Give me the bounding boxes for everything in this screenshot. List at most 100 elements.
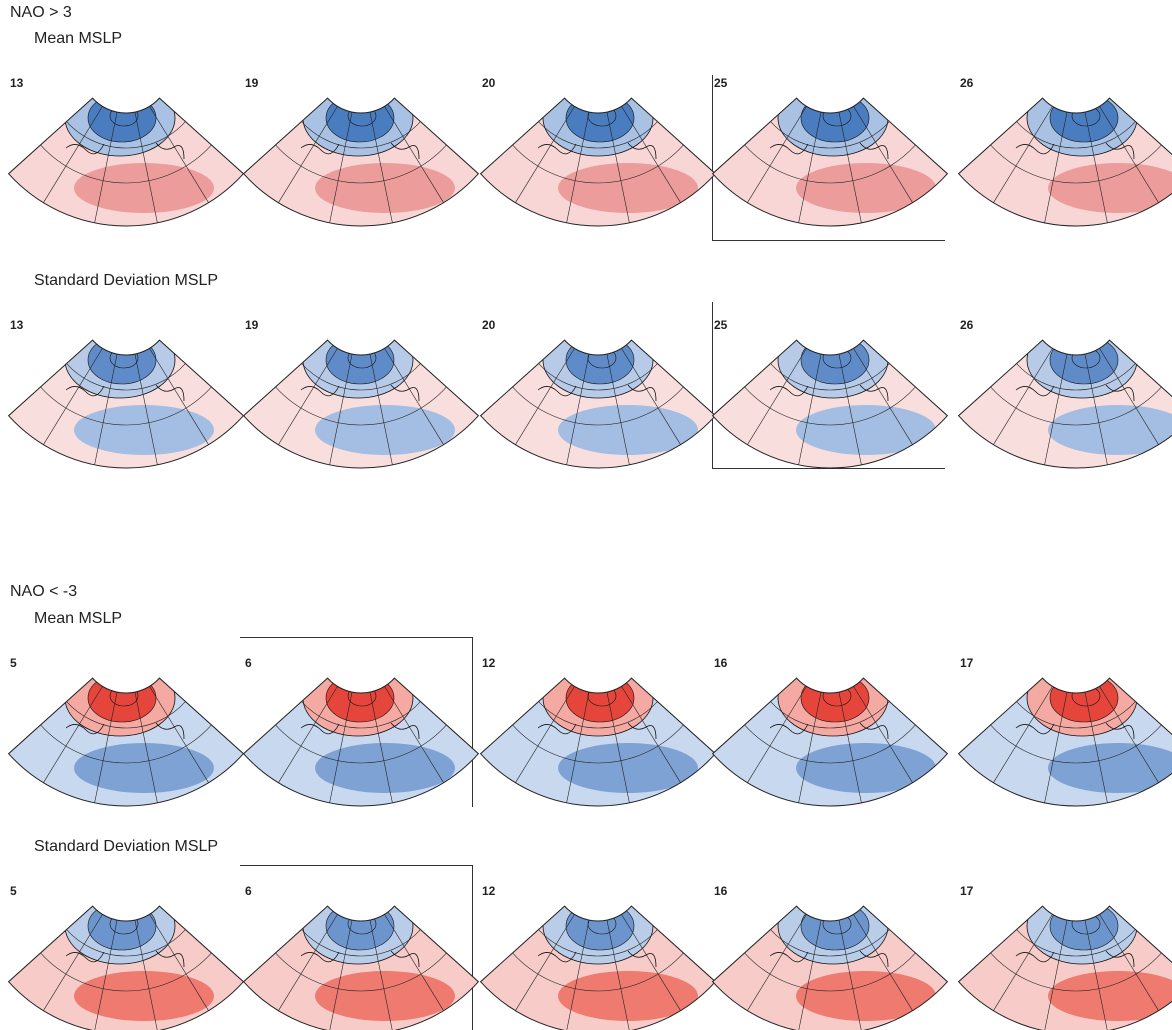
map-panel: 19	[245, 318, 485, 478]
anomaly	[88, 902, 156, 950]
row-title: Mean MSLP	[34, 610, 122, 628]
highlight-line	[240, 637, 473, 638]
anomaly	[566, 674, 634, 722]
map-panel: 6	[245, 656, 485, 816]
map	[241, 896, 481, 1030]
map-field	[713, 330, 948, 468]
map	[6, 330, 246, 475]
figure: NAO > 3Mean MSLP1319202526Standard Devia…	[0, 0, 1172, 1030]
map-panel: 13	[10, 76, 250, 236]
map-field	[959, 88, 1172, 226]
map-panel: 12	[482, 884, 722, 1030]
map	[241, 88, 481, 233]
map-field	[9, 896, 244, 1030]
map-field	[959, 330, 1172, 468]
map	[478, 330, 718, 475]
map-panel: 26	[960, 76, 1172, 236]
map-panel: 19	[245, 76, 485, 236]
map-field	[959, 896, 1172, 1030]
map	[6, 668, 246, 813]
map-panel: 26	[960, 318, 1172, 478]
map-field	[481, 668, 716, 806]
map-field	[481, 88, 716, 226]
map-field	[481, 896, 716, 1030]
map-field	[244, 88, 479, 226]
anomaly	[74, 405, 214, 455]
map	[956, 88, 1172, 233]
anomaly	[326, 94, 394, 142]
map-field	[9, 88, 244, 226]
map-panel: 25	[714, 318, 954, 478]
anomaly	[558, 405, 698, 455]
map	[710, 668, 950, 813]
map-panel: 5	[10, 656, 250, 816]
anomaly	[801, 902, 869, 950]
map	[478, 896, 718, 1030]
map	[478, 668, 718, 813]
map-panel: 16	[714, 656, 954, 816]
anomaly	[566, 336, 634, 384]
anomaly	[558, 971, 698, 1021]
map	[478, 88, 718, 233]
row-title: Standard Deviation MSLP	[34, 272, 218, 290]
map	[241, 668, 481, 813]
anomaly	[74, 743, 214, 793]
row-title: Standard Deviation MSLP	[34, 838, 218, 856]
map	[6, 896, 246, 1030]
anomaly	[1050, 94, 1118, 142]
map-field	[481, 330, 716, 468]
anomaly	[88, 336, 156, 384]
anomaly	[1050, 902, 1118, 950]
anomaly	[801, 674, 869, 722]
map	[956, 896, 1172, 1030]
map-field	[713, 896, 948, 1030]
map-panel: 16	[714, 884, 954, 1030]
anomaly	[796, 163, 936, 213]
anomaly	[326, 674, 394, 722]
map-panel: 13	[10, 318, 250, 478]
map	[956, 330, 1172, 475]
anomaly	[801, 336, 869, 384]
anomaly	[315, 743, 455, 793]
map-field	[9, 668, 244, 806]
anomaly	[796, 971, 936, 1021]
anomaly	[88, 674, 156, 722]
map-field	[244, 896, 479, 1030]
anomaly	[796, 743, 936, 793]
anomaly	[801, 94, 869, 142]
map-field	[244, 668, 479, 806]
map-field	[713, 88, 948, 226]
map-panel: 20	[482, 318, 722, 478]
anomaly	[558, 163, 698, 213]
map-field	[713, 668, 948, 806]
map	[710, 88, 950, 233]
anomaly	[74, 971, 214, 1021]
highlight-line	[712, 240, 945, 241]
map-field	[959, 668, 1172, 806]
section-title: NAO < -3	[10, 583, 77, 601]
anomaly	[88, 94, 156, 142]
map-panel: 5	[10, 884, 250, 1030]
section-title: NAO > 3	[10, 4, 72, 22]
anomaly	[1050, 336, 1118, 384]
anomaly	[796, 405, 936, 455]
anomaly	[315, 405, 455, 455]
anomaly	[326, 902, 394, 950]
map-panel: 17	[960, 656, 1172, 816]
map	[241, 330, 481, 475]
anomaly	[74, 163, 214, 213]
anomaly	[566, 94, 634, 142]
anomaly	[558, 743, 698, 793]
map	[6, 88, 246, 233]
highlight-line	[240, 865, 473, 866]
map-panel: 6	[245, 884, 485, 1030]
anomaly	[315, 971, 455, 1021]
map-field	[244, 330, 479, 468]
anomaly	[1050, 674, 1118, 722]
anomaly	[566, 902, 634, 950]
map-panel: 20	[482, 76, 722, 236]
anomaly	[326, 336, 394, 384]
anomaly	[315, 163, 455, 213]
map-panel: 25	[714, 76, 954, 236]
map-panel: 17	[960, 884, 1172, 1030]
